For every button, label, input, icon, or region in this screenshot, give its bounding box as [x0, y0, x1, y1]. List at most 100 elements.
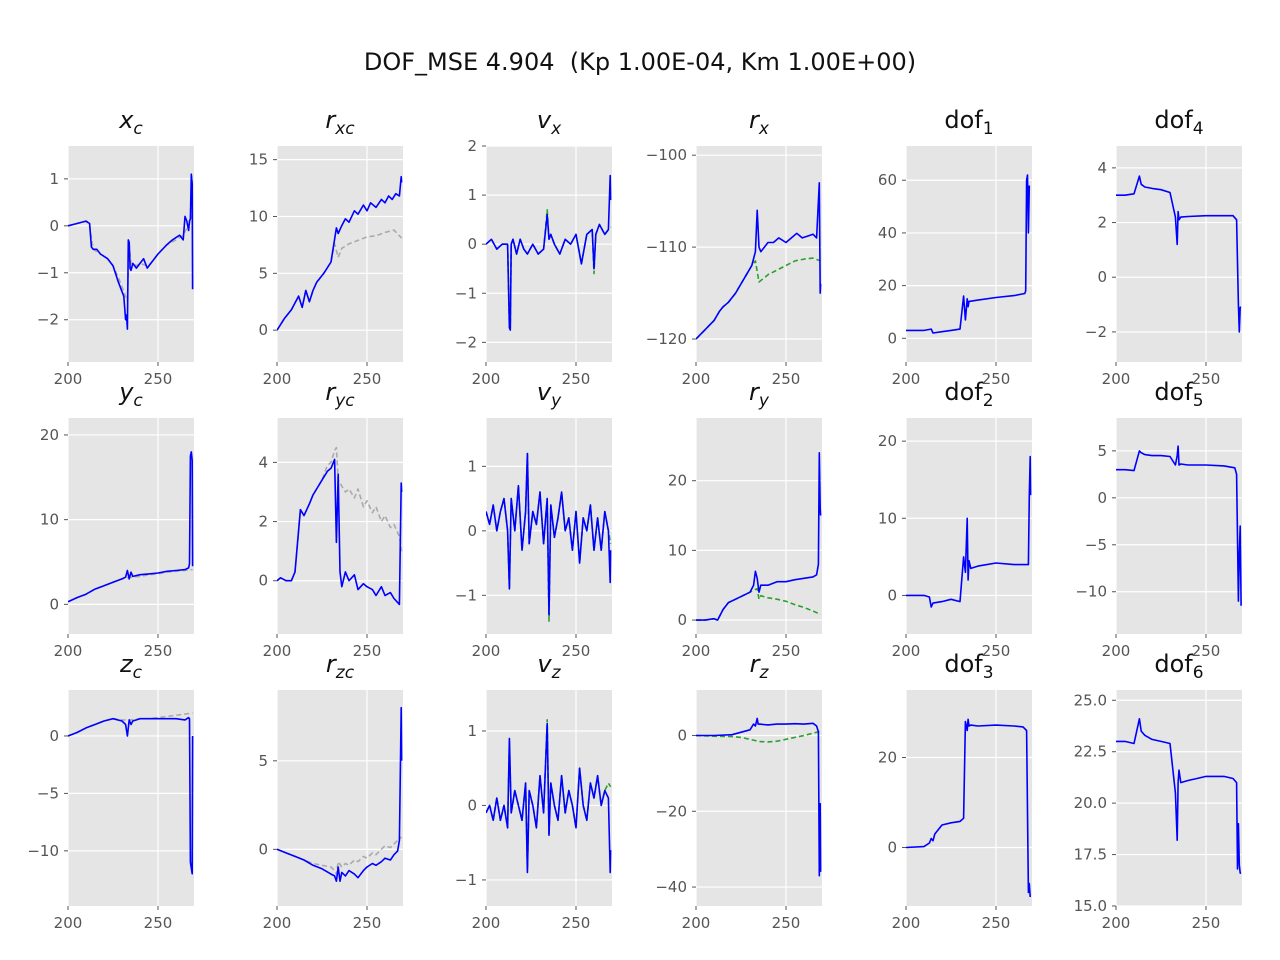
subplot-dof-6: 200 250 15.0 17.5 20.0 22.5 25.0 dof6 — [1074, 650, 1242, 932]
y-tick-label: 0 — [467, 796, 477, 814]
plot-area — [1116, 146, 1242, 362]
y-tick-label: 15.0 — [1074, 897, 1107, 915]
subplot-title: ryc — [325, 378, 355, 411]
y-tick-label: 0 — [677, 611, 687, 629]
subplot-title: dof2 — [944, 378, 993, 411]
series-line-primary — [906, 455, 1032, 608]
y-tick-label: 5 — [258, 264, 268, 282]
x-tick-label: 250 — [353, 642, 382, 660]
plot-area — [68, 146, 194, 362]
subplot-dof-3: 200 250 0 20 dof3 — [878, 650, 1032, 932]
subplot-title: rxc — [325, 106, 355, 139]
subplot-dof-5: 200 250 −10 −5 0 5 dof5 — [1075, 378, 1242, 660]
y-tick-label: −2 — [455, 333, 477, 351]
y-tick-label: 1 — [467, 457, 477, 475]
y-tick-label: −100 — [646, 146, 687, 164]
subplot-dof-4: 200 250 −2 0 2 4 dof4 — [1085, 106, 1242, 388]
y-tick-label: 5 — [258, 752, 268, 770]
series-line-primary — [696, 717, 822, 877]
x-tick-label: 250 — [144, 642, 173, 660]
y-tick-label: 10 — [878, 509, 897, 527]
series-line-primary — [906, 718, 1031, 898]
figure-suptitle: DOF_MSE 4.904 (Kp 1.00E-04, Km 1.00E+00) — [364, 48, 916, 76]
subplot-title: rz — [750, 650, 770, 683]
y-tick-label: 0 — [258, 572, 268, 590]
x-tick-label: 200 — [472, 914, 501, 932]
y-tick-label: 22.5 — [1074, 743, 1107, 761]
y-tick-label: 25.0 — [1074, 691, 1107, 709]
y-tick-label: −110 — [646, 238, 687, 256]
x-tick-label: 200 — [682, 642, 711, 660]
series-line-primary — [277, 458, 403, 606]
y-tick-label: 20 — [878, 277, 897, 295]
x-tick-label: 250 — [144, 914, 173, 932]
y-tick-label: 0 — [258, 321, 268, 339]
series-line-primary — [68, 173, 194, 330]
subplot-v-x: 200 250 −2 −1 0 1 2 vx — [455, 106, 612, 388]
y-tick-label: 20 — [878, 432, 897, 450]
y-tick-label: 0 — [258, 840, 268, 858]
subplot-r-x: 200 250 −120 −110 −100 rx — [646, 106, 822, 388]
series-line-primary — [696, 182, 822, 340]
plot-area — [906, 418, 1032, 634]
y-tick-label: 0 — [1097, 268, 1107, 286]
plot-area — [906, 146, 1032, 362]
x-tick-label: 200 — [892, 914, 921, 932]
y-tick-label: −1 — [37, 264, 59, 282]
subplot-title: dof6 — [1154, 650, 1203, 683]
subplot-title: xc — [118, 106, 143, 139]
y-tick-label: −1 — [455, 586, 477, 604]
plot-area — [486, 146, 612, 362]
subplot-title: vz — [537, 650, 561, 683]
x-tick-label: 250 — [1192, 642, 1221, 660]
y-tick-label: −1 — [455, 871, 477, 889]
y-tick-label: 1 — [467, 722, 477, 740]
plot-area — [696, 146, 822, 362]
series-line-primary — [486, 722, 612, 874]
y-tick-label: 0 — [49, 595, 59, 613]
y-tick-label: 17.5 — [1074, 846, 1107, 864]
y-tick-label: 0 — [677, 726, 687, 744]
subplot-r-zc: 200 250 0 5 rzc — [258, 650, 403, 932]
y-tick-label: −20 — [655, 802, 687, 820]
y-tick-label: 20 — [668, 472, 687, 490]
series-line-reference — [696, 730, 821, 743]
x-tick-label: 250 — [353, 370, 382, 388]
y-tick-label: 0 — [887, 586, 897, 604]
y-tick-label: 0 — [467, 235, 477, 253]
subplot-title: dof1 — [944, 106, 993, 139]
x-tick-label: 200 — [1102, 914, 1131, 932]
series-line-primary — [486, 452, 612, 616]
subplot-x-c: 200 250 −2 −1 0 1 xc — [37, 106, 194, 388]
subplot-y-c: 200 250 0 10 20 yc — [40, 378, 194, 660]
x-tick-label: 250 — [353, 914, 382, 932]
series-line-primary — [68, 451, 194, 603]
x-tick-label: 250 — [982, 642, 1011, 660]
series-line-reference — [68, 568, 193, 603]
series-line-primary — [277, 706, 403, 883]
y-tick-label: 10 — [668, 541, 687, 559]
series-line-primary — [68, 716, 194, 875]
x-tick-label: 250 — [982, 914, 1011, 932]
x-tick-label: 200 — [892, 370, 921, 388]
y-tick-label: 60 — [878, 171, 897, 189]
series-line-primary — [1116, 445, 1242, 606]
y-tick-label: −5 — [1085, 536, 1107, 554]
y-tick-label: −5 — [37, 784, 59, 802]
y-tick-label: 0 — [49, 217, 59, 235]
plot-area — [68, 418, 194, 634]
subplot-r-xc: 200 250 0 5 10 15 rxc — [249, 106, 403, 388]
x-tick-label: 250 — [772, 370, 801, 388]
subplot-v-z: 200 250 −1 0 1 vz — [455, 650, 612, 932]
x-tick-label: 250 — [772, 914, 801, 932]
y-tick-label: −1 — [455, 284, 477, 302]
y-tick-label: 2 — [1097, 214, 1107, 232]
subplot-title: vy — [537, 378, 562, 411]
subplot-title: rx — [749, 106, 770, 139]
y-tick-label: −120 — [646, 330, 687, 348]
y-tick-label: 0 — [887, 839, 897, 857]
subplot-z-c: 200 250 −10 −5 0 zc — [27, 650, 194, 932]
x-tick-label: 200 — [892, 642, 921, 660]
